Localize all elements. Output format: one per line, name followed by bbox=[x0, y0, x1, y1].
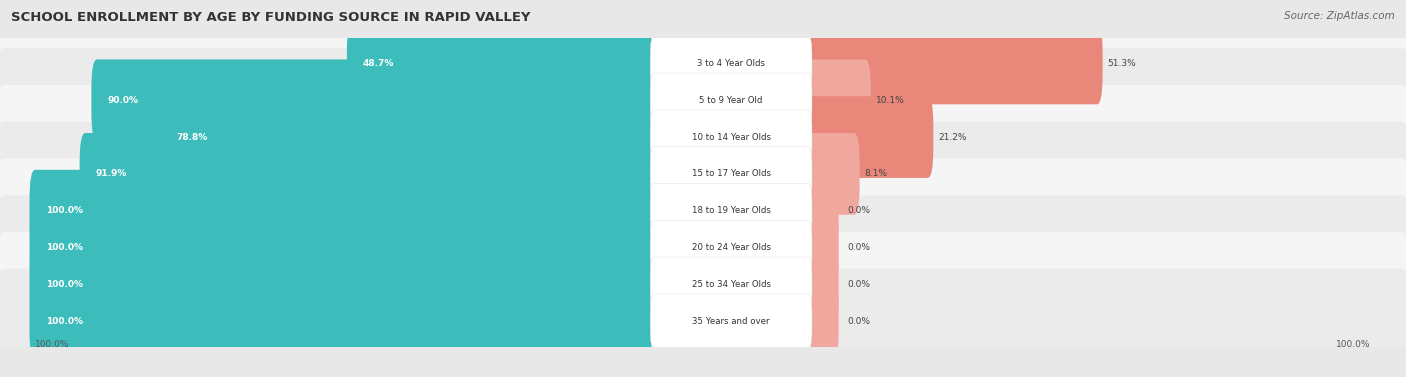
Text: 51.3%: 51.3% bbox=[1108, 59, 1136, 68]
Text: SCHOOL ENROLLMENT BY AGE BY FUNDING SOURCE IN RAPID VALLEY: SCHOOL ENROLLMENT BY AGE BY FUNDING SOUR… bbox=[11, 11, 530, 24]
Text: 91.9%: 91.9% bbox=[96, 169, 127, 178]
Text: 78.8%: 78.8% bbox=[177, 133, 208, 142]
FancyBboxPatch shape bbox=[803, 96, 934, 178]
Text: 18 to 19 Year Olds: 18 to 19 Year Olds bbox=[692, 206, 770, 215]
FancyBboxPatch shape bbox=[803, 280, 838, 362]
FancyBboxPatch shape bbox=[30, 244, 659, 325]
FancyBboxPatch shape bbox=[650, 257, 813, 311]
FancyBboxPatch shape bbox=[650, 220, 813, 275]
Text: 90.0%: 90.0% bbox=[107, 96, 139, 105]
FancyBboxPatch shape bbox=[803, 60, 870, 141]
Text: 100.0%: 100.0% bbox=[45, 317, 83, 326]
FancyBboxPatch shape bbox=[347, 23, 659, 104]
Text: 100.0%: 100.0% bbox=[45, 243, 83, 252]
Text: 0.0%: 0.0% bbox=[846, 206, 870, 215]
FancyBboxPatch shape bbox=[0, 158, 1406, 263]
Text: 100.0%: 100.0% bbox=[35, 340, 70, 349]
Text: 0.0%: 0.0% bbox=[846, 317, 870, 326]
FancyBboxPatch shape bbox=[30, 170, 659, 251]
Text: 100.0%: 100.0% bbox=[1336, 340, 1371, 349]
Text: 35 Years and over: 35 Years and over bbox=[692, 317, 770, 326]
Text: 10 to 14 Year Olds: 10 to 14 Year Olds bbox=[692, 133, 770, 142]
FancyBboxPatch shape bbox=[650, 73, 813, 127]
FancyBboxPatch shape bbox=[650, 147, 813, 201]
Text: 25 to 34 Year Olds: 25 to 34 Year Olds bbox=[692, 280, 770, 289]
Text: 10.1%: 10.1% bbox=[876, 96, 904, 105]
FancyBboxPatch shape bbox=[0, 269, 1406, 373]
FancyBboxPatch shape bbox=[803, 207, 838, 288]
Text: 0.0%: 0.0% bbox=[846, 280, 870, 289]
Text: 100.0%: 100.0% bbox=[45, 280, 83, 289]
Text: 8.1%: 8.1% bbox=[865, 169, 887, 178]
FancyBboxPatch shape bbox=[650, 110, 813, 164]
FancyBboxPatch shape bbox=[803, 23, 1102, 104]
Text: 21.2%: 21.2% bbox=[938, 133, 967, 142]
FancyBboxPatch shape bbox=[0, 232, 1406, 337]
FancyBboxPatch shape bbox=[0, 195, 1406, 300]
FancyBboxPatch shape bbox=[0, 122, 1406, 226]
FancyBboxPatch shape bbox=[160, 96, 659, 178]
FancyBboxPatch shape bbox=[30, 280, 659, 362]
FancyBboxPatch shape bbox=[0, 11, 1406, 116]
FancyBboxPatch shape bbox=[803, 170, 838, 251]
Text: 48.7%: 48.7% bbox=[363, 59, 395, 68]
Text: 0.0%: 0.0% bbox=[846, 243, 870, 252]
FancyBboxPatch shape bbox=[650, 294, 813, 348]
Text: Source: ZipAtlas.com: Source: ZipAtlas.com bbox=[1284, 11, 1395, 21]
FancyBboxPatch shape bbox=[650, 184, 813, 238]
FancyBboxPatch shape bbox=[91, 60, 659, 141]
FancyBboxPatch shape bbox=[30, 207, 659, 288]
Text: 100.0%: 100.0% bbox=[45, 206, 83, 215]
FancyBboxPatch shape bbox=[650, 36, 813, 91]
Text: 20 to 24 Year Olds: 20 to 24 Year Olds bbox=[692, 243, 770, 252]
FancyBboxPatch shape bbox=[803, 133, 859, 215]
FancyBboxPatch shape bbox=[0, 48, 1406, 153]
FancyBboxPatch shape bbox=[80, 133, 659, 215]
FancyBboxPatch shape bbox=[803, 244, 838, 325]
Text: 5 to 9 Year Old: 5 to 9 Year Old bbox=[699, 96, 763, 105]
FancyBboxPatch shape bbox=[0, 85, 1406, 189]
Text: 3 to 4 Year Olds: 3 to 4 Year Olds bbox=[697, 59, 765, 68]
Text: 15 to 17 Year Olds: 15 to 17 Year Olds bbox=[692, 169, 770, 178]
